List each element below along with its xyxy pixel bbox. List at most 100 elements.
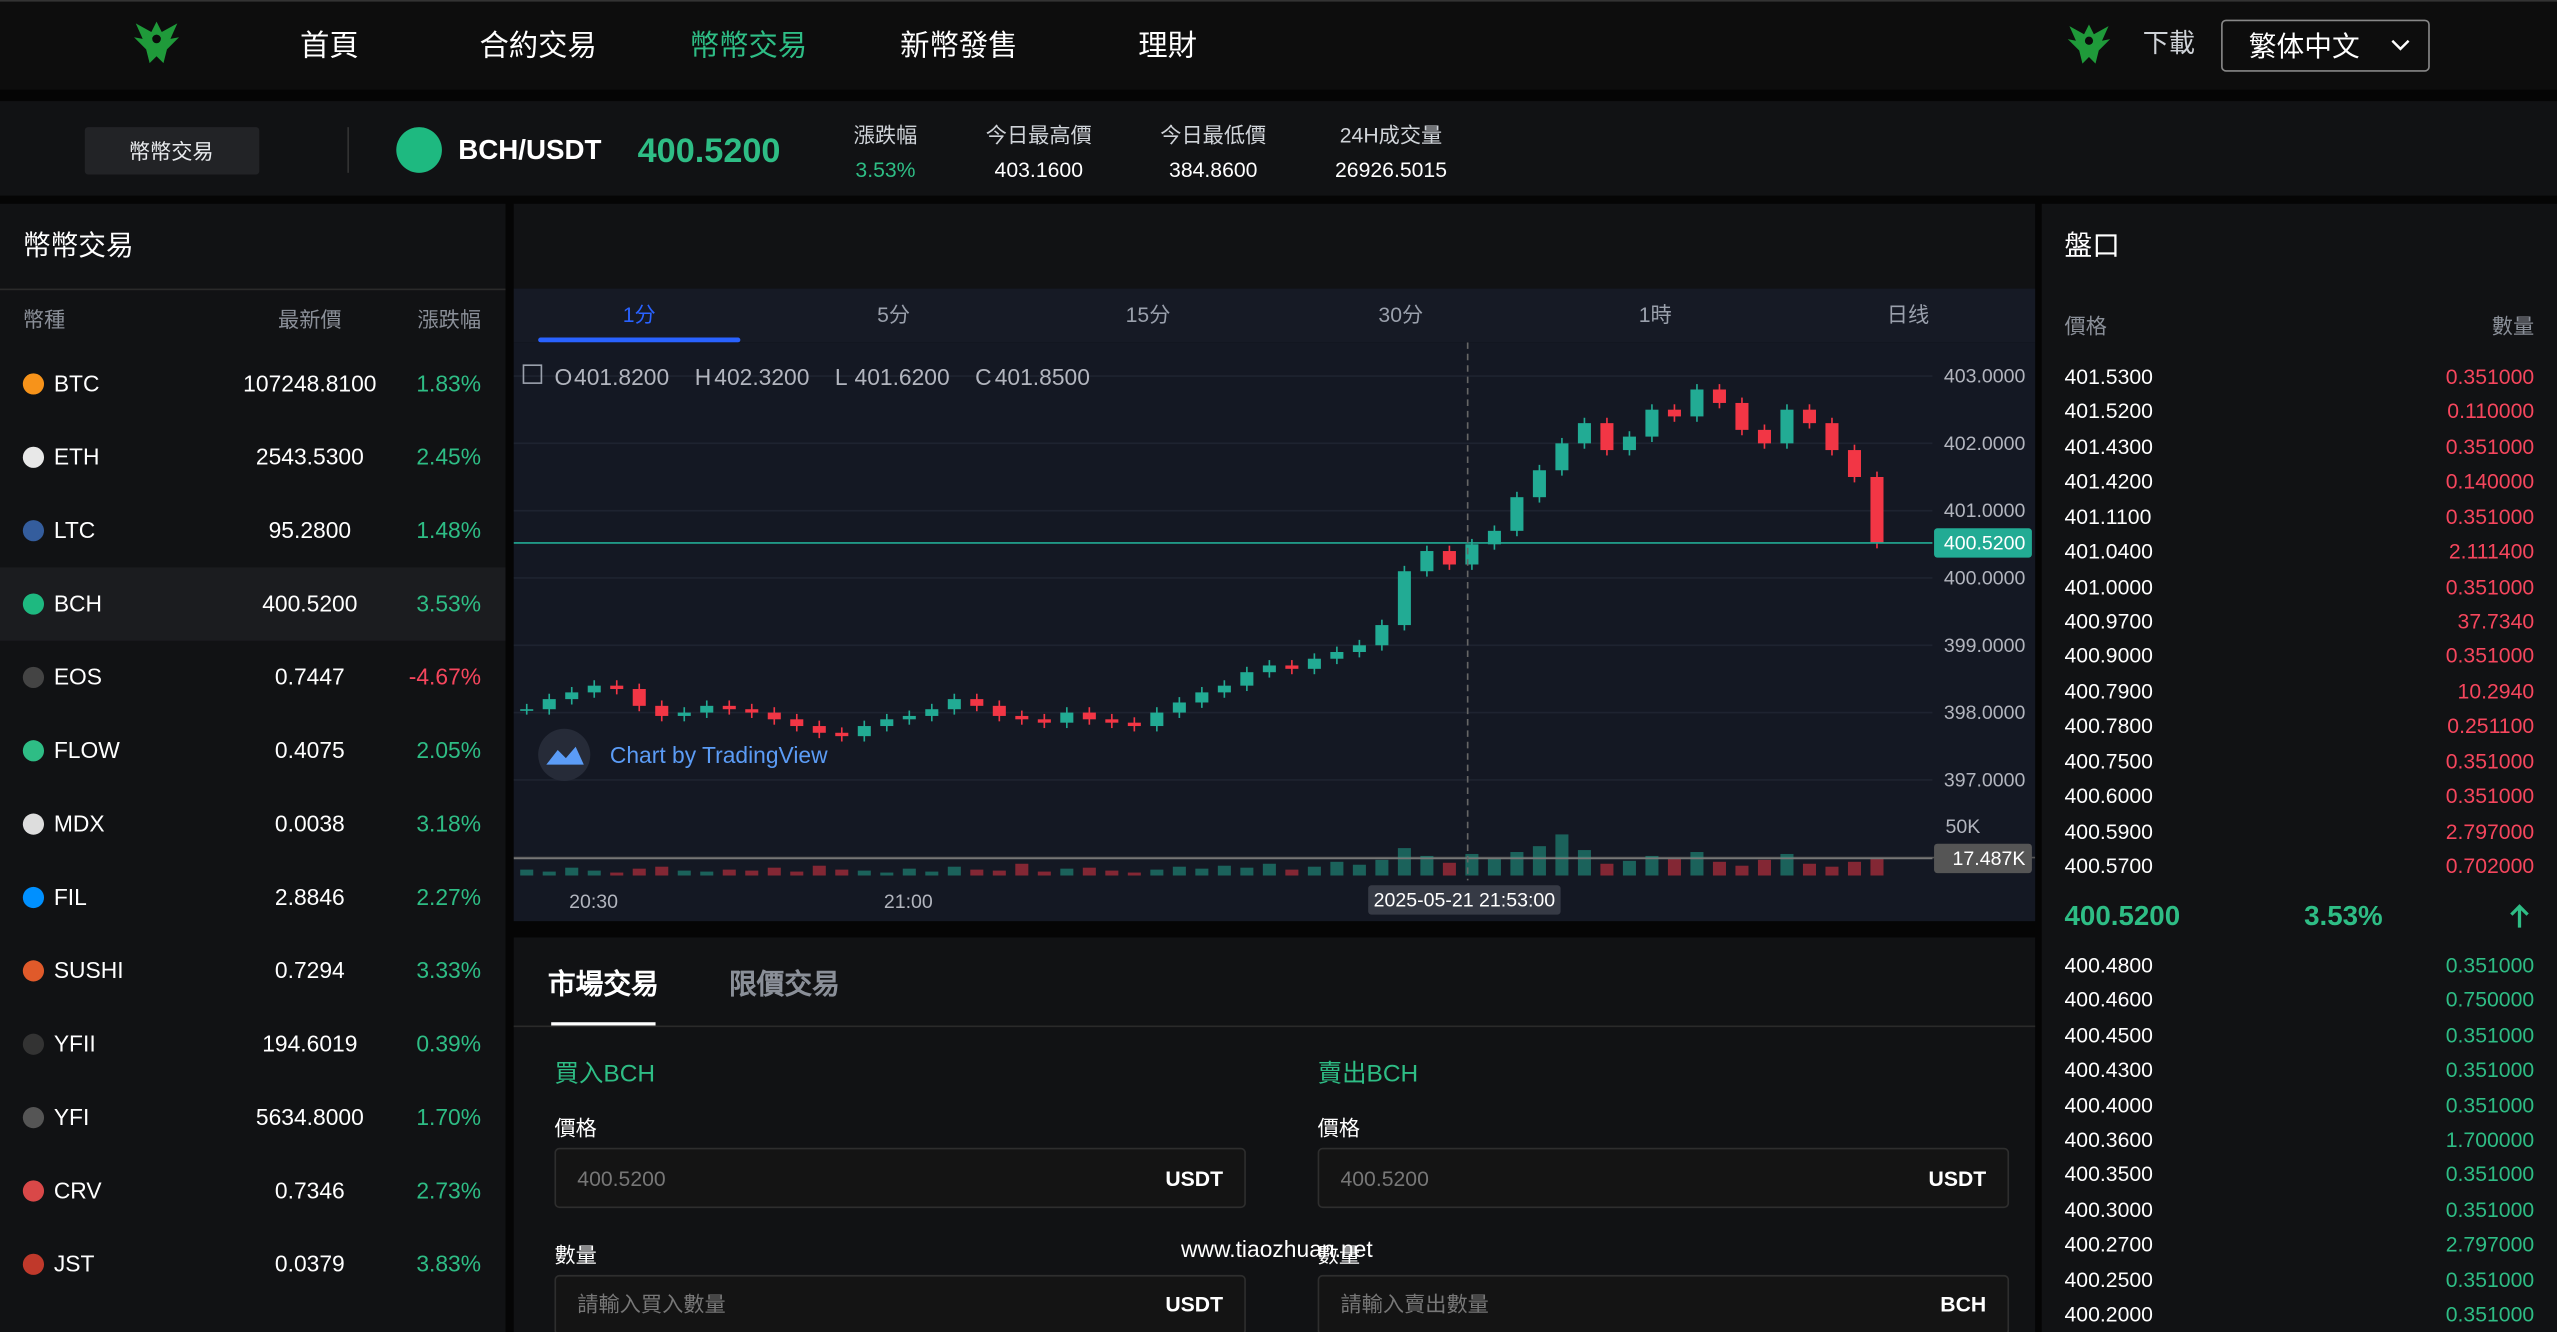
orderbook-price: 400.7500	[2064, 748, 2153, 774]
orderbook-amount: 2.797000	[2445, 818, 2535, 844]
price-input[interactable]	[554, 1147, 1246, 1209]
candle-body	[1577, 423, 1591, 444]
interval-tab[interactable]: 5分	[877, 302, 911, 327]
coin-change: 2.27%	[416, 883, 482, 910]
tv-logo-mark	[546, 746, 584, 765]
candle-body	[1712, 389, 1726, 403]
chart-top	[513, 203, 2036, 289]
candle-body	[1352, 645, 1366, 653]
market-row[interactable]	[0, 567, 506, 641]
coin-icon	[22, 1107, 45, 1129]
coin-change: 2.05%	[416, 736, 482, 764]
coin-icon	[22, 960, 45, 982]
stat-value: 26926.5015	[1335, 157, 1448, 182]
interval-tab[interactable]: 30分	[1378, 302, 1424, 327]
volume-bar	[587, 870, 601, 876]
amount-input[interactable]	[1317, 1274, 2010, 1332]
candle-body	[947, 699, 961, 710]
candle-body	[610, 685, 624, 690]
volume-bar	[1375, 859, 1389, 876]
orderbook-amount: 1.700000	[2445, 1127, 2535, 1152]
candle-body	[1217, 685, 1231, 693]
candle-body	[1667, 409, 1681, 417]
ohlc-toggle	[522, 364, 543, 384]
tab-underline	[551, 1022, 656, 1026]
candle-body	[925, 709, 939, 716]
candle-body	[1105, 719, 1119, 723]
orderbook-amount: 0.251100	[2447, 713, 2535, 739]
volume-bar	[1150, 869, 1164, 876]
coin-name: YFII	[53, 1030, 96, 1057]
coin-icon	[22, 373, 45, 395]
interval-tab[interactable]: 日线	[1886, 302, 1930, 327]
ohlc-label: C	[975, 364, 991, 390]
orderbook-amount: 0.351000	[2445, 574, 2535, 599]
market-title: 幣幣交易	[22, 230, 134, 262]
volume-tick-label: 50K	[1945, 816, 1980, 838]
candle-body	[1532, 470, 1546, 498]
price-input[interactable]	[1317, 1147, 2010, 1209]
ohlc-value: 401.6200	[855, 364, 950, 390]
candle-body	[1690, 389, 1704, 417]
candle-body	[632, 689, 646, 706]
logo[interactable]	[2063, 18, 2115, 70]
interval-tab[interactable]: 1分	[622, 302, 656, 327]
amount-unit: USDT	[1165, 1292, 1224, 1317]
download-link[interactable]: 下載	[2142, 30, 2195, 59]
candle-body	[902, 715, 916, 720]
candle-body	[1622, 436, 1636, 451]
coin-icon	[22, 813, 45, 835]
language-select[interactable]	[2221, 19, 2430, 72]
coin-price: 400.5200	[262, 590, 358, 617]
candle-body	[1420, 551, 1434, 572]
logo[interactable]	[129, 15, 184, 70]
amount-input[interactable]	[554, 1274, 1246, 1332]
ticker-bar	[0, 101, 2557, 196]
coin-change: -4.67%	[408, 663, 482, 690]
candle-body	[1330, 652, 1344, 659]
coin-change: 2.73%	[416, 1177, 482, 1204]
order-tab[interactable]: 限價交易	[728, 969, 840, 1001]
side-title: 賣出BCH	[1317, 1060, 1419, 1089]
volume-bar	[1217, 865, 1231, 876]
tv-watermark: Chart by TradingView	[610, 742, 828, 768]
pair-tab[interactable]	[84, 127, 260, 175]
nav-item[interactable]: 理財	[1138, 29, 1197, 62]
coin-name: LTC	[53, 516, 96, 543]
orderbook-price: 400.7900	[2064, 678, 2153, 704]
nav-item[interactable]: 幣幣交易	[689, 29, 808, 62]
candle-body	[1465, 544, 1479, 565]
volume-bar	[1847, 861, 1862, 876]
volume-bar	[1195, 868, 1209, 876]
nav-item[interactable]: 新幣發售	[900, 29, 1018, 62]
nav-item[interactable]: 合約交易	[479, 29, 597, 62]
orderbook-amount: 2.797000	[2445, 1232, 2535, 1257]
coin-name: ETH	[53, 443, 100, 470]
coin-price: 0.7447	[274, 663, 345, 690]
candle-body	[1600, 423, 1614, 451]
candle-body	[520, 709, 534, 711]
y-tick-label: 403.0000	[1944, 366, 2026, 388]
candle-body	[1757, 429, 1771, 444]
crosshair-time-box	[1368, 885, 1561, 915]
pair: BCH/USDT	[458, 134, 602, 166]
order-tab[interactable]: 市場交易	[547, 969, 659, 1001]
interval-tab[interactable]: 1時	[1638, 302, 1672, 327]
coin-price: 2.8846	[274, 883, 345, 910]
volume-bar	[1465, 853, 1479, 876]
volume-bar	[1645, 855, 1659, 876]
candle-body	[1645, 409, 1659, 437]
candle-body	[655, 705, 669, 716]
nav-item[interactable]: 首頁	[300, 29, 359, 62]
volume-bar	[722, 869, 736, 876]
interval-tab[interactable]: 15分	[1125, 302, 1171, 327]
candle-body	[1442, 551, 1456, 565]
logo-eye	[2084, 36, 2094, 45]
orderbook-title: 盤口	[2064, 230, 2120, 262]
up-arrow-path	[2510, 904, 2529, 928]
field-label: 價格	[1317, 1115, 1361, 1141]
volume-bar	[1802, 863, 1816, 876]
volume-bar	[1037, 871, 1051, 876]
orderbook-price: 400.4500	[2064, 1022, 2153, 1048]
volume-bar	[1712, 861, 1726, 876]
